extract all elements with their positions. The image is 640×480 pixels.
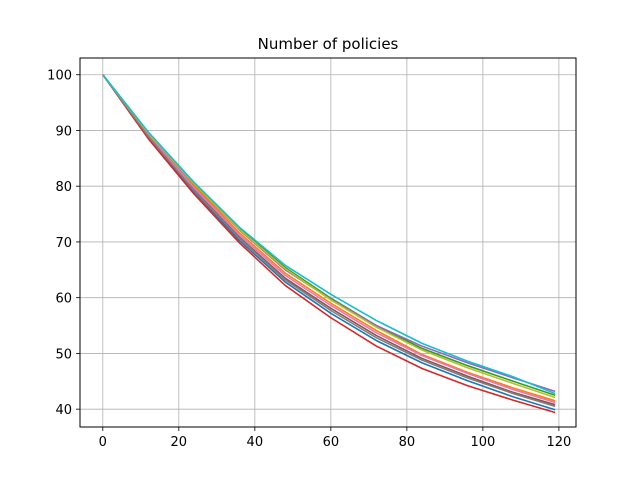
plot-frame — [79, 57, 577, 428]
y-axis: 40 50 60 70 80 90 100 — [47, 69, 80, 418]
x-tick-label: 120 — [546, 435, 571, 450]
series-lines — [102, 74, 556, 414]
x-axis: 0 20 40 60 80 100 120 — [99, 427, 571, 450]
series-line-7 — [102, 74, 556, 404]
series-line-2 — [102, 74, 556, 402]
series-line-9 — [102, 74, 556, 399]
x-tick-label: 20 — [171, 435, 188, 450]
y-tick-label: 90 — [55, 124, 72, 139]
x-tick-label: 0 — [99, 435, 107, 450]
y-tick-label: 40 — [55, 403, 72, 418]
y-tick-label: 80 — [55, 180, 72, 195]
x-tick-label: 100 — [470, 435, 495, 450]
grid-lines — [80, 58, 576, 427]
series-line-8 — [102, 74, 556, 408]
x-tick-label: 40 — [247, 435, 264, 450]
x-tick-label: 80 — [399, 435, 416, 450]
y-tick-label: 50 — [55, 347, 72, 362]
x-tick-label: 60 — [323, 435, 340, 450]
y-tick-label: 60 — [55, 292, 72, 307]
y-tick-label: 70 — [55, 236, 72, 251]
chart-title: Number of policies — [258, 35, 399, 53]
y-tick-label: 100 — [47, 69, 72, 84]
series-line-4 — [102, 74, 556, 414]
series-line-10 — [102, 74, 556, 395]
